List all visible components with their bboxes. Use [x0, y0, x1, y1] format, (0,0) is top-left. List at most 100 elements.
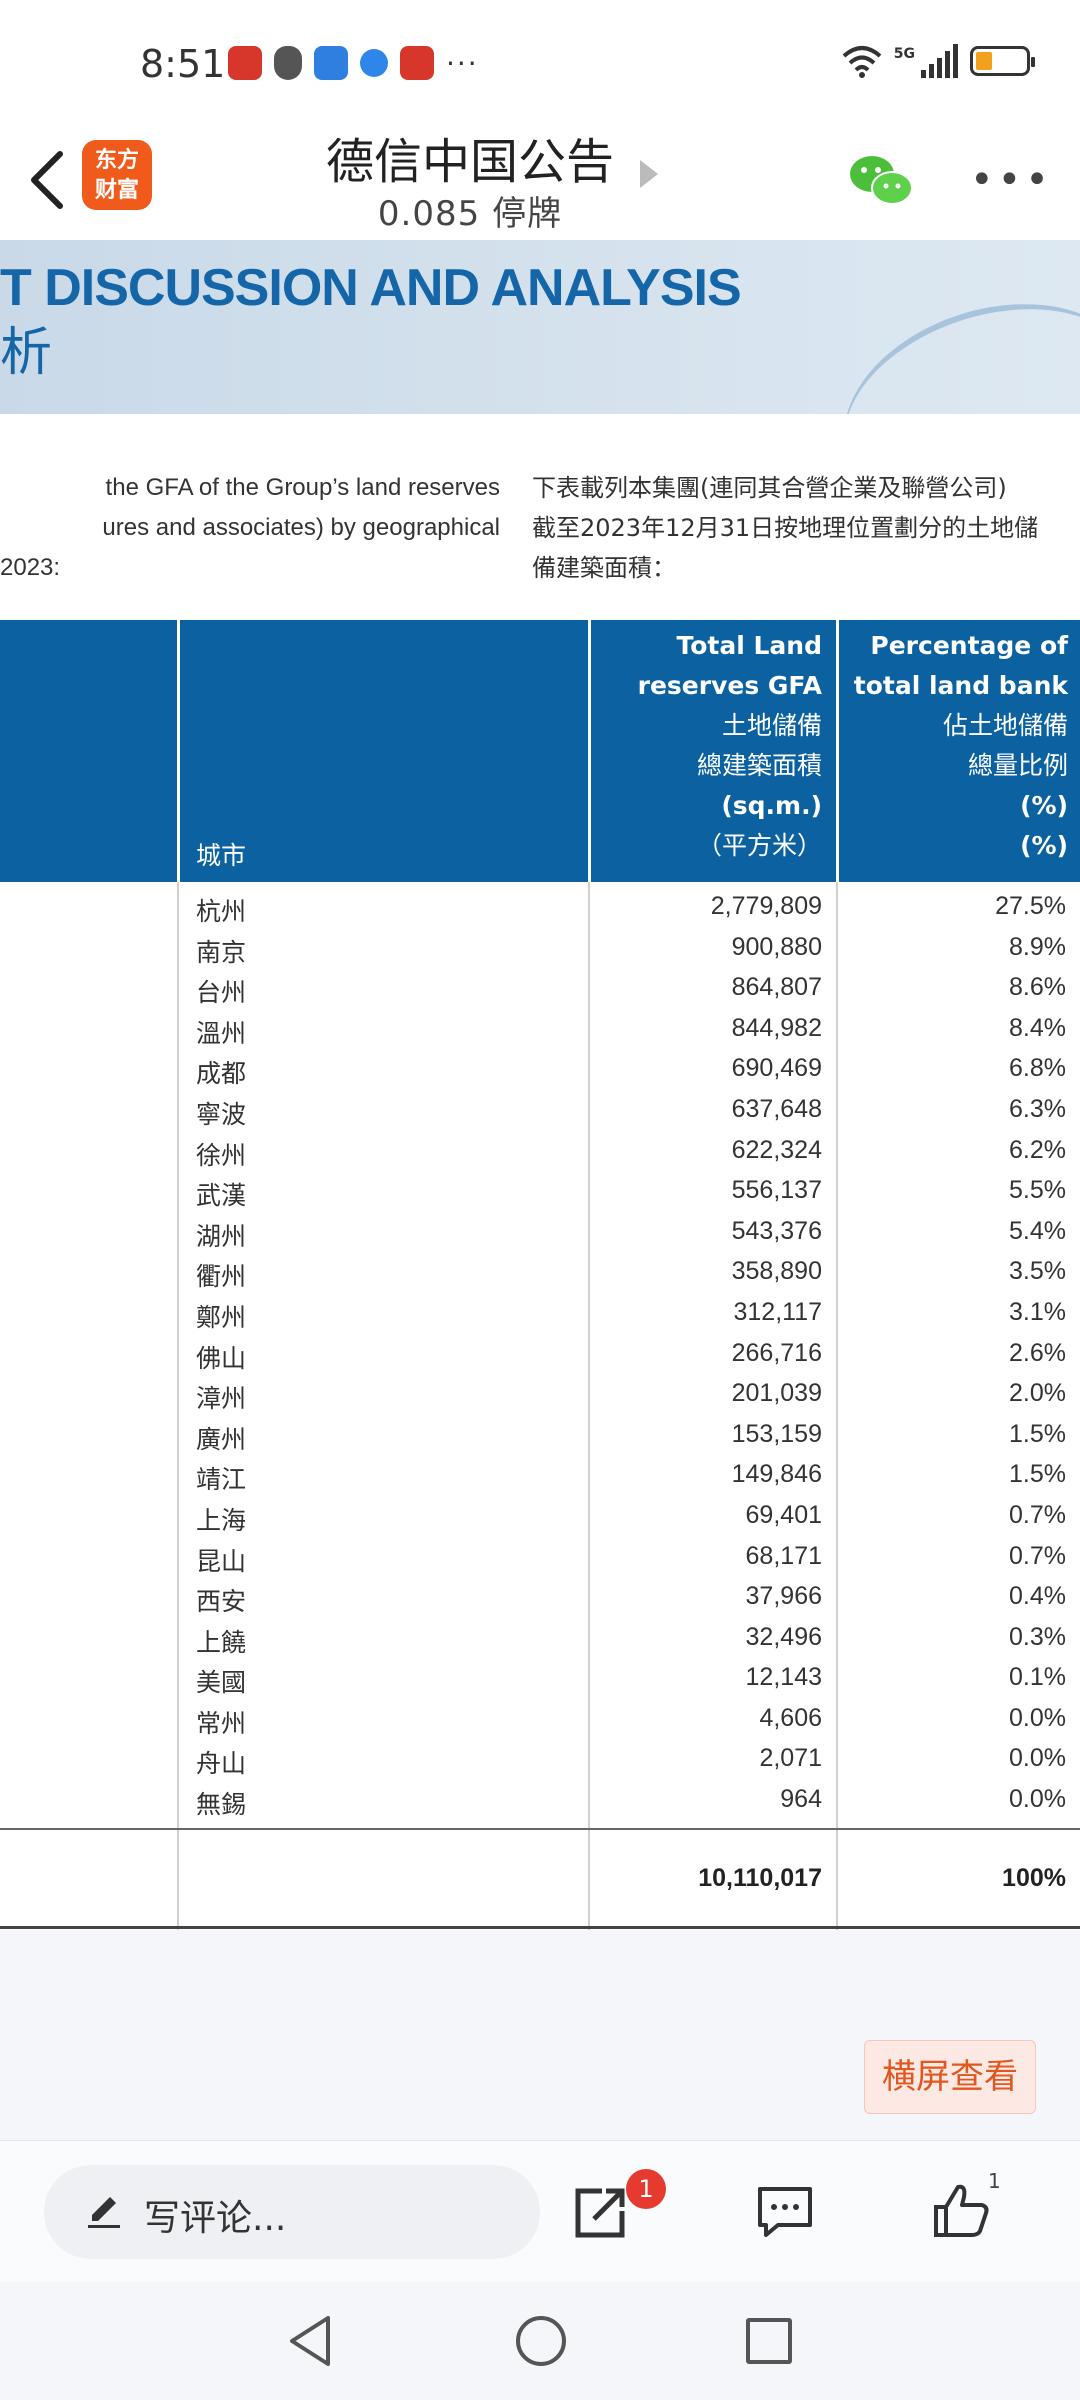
table-row: 鄭州 312,117 3.1%: [0, 1294, 1080, 1335]
row-percentage: 2.6%: [1009, 1338, 1066, 1367]
row-gfa: 543,376: [731, 1216, 822, 1245]
table-row: 武漢 556,137 5.5%: [0, 1172, 1080, 1213]
row-city: 南京: [196, 937, 247, 967]
row-gfa: 266,716: [731, 1338, 822, 1367]
table-row: 廣州 153,159 1.5%: [0, 1416, 1080, 1457]
header-divider: [836, 620, 839, 882]
table-row: 無錫 964 0.0%: [0, 1781, 1080, 1822]
table-bottom-border: [0, 1926, 1080, 1929]
row-city: 上饒: [196, 1627, 247, 1657]
row-percentage: 0.0%: [1009, 1785, 1066, 1814]
row-gfa: 690,469: [731, 1054, 822, 1083]
table-row: 佛山 266,716 2.6%: [0, 1335, 1080, 1376]
system-icons: 5G: [842, 44, 1035, 78]
signal-icon: [921, 44, 958, 78]
row-percentage: 8.4%: [1009, 1013, 1066, 1042]
header-divider: [177, 620, 180, 882]
row-percentage: 0.4%: [1009, 1582, 1066, 1611]
banner-decoration: [816, 268, 1080, 414]
table-row: 徐州 622,324 6.2%: [0, 1132, 1080, 1173]
row-gfa: 622,324: [731, 1135, 822, 1164]
row-gfa: 312,117: [733, 1297, 822, 1326]
row-percentage: 0.7%: [1009, 1541, 1066, 1570]
row-gfa: 2,071: [759, 1744, 822, 1773]
column-divider: [177, 882, 179, 2140]
section-banner: T DISCUSSION AND ANALYSIS 析: [0, 240, 1080, 414]
row-city: 佛山: [196, 1343, 247, 1373]
row-city: 寧波: [196, 1099, 247, 1129]
comment-input[interactable]: 写评论...: [44, 2165, 540, 2259]
row-gfa: 964: [780, 1785, 822, 1814]
table-row: 衢州 358,890 3.5%: [0, 1253, 1080, 1294]
more-options-icon[interactable]: •••: [970, 157, 1053, 203]
header-percentage: Percentage of total land bank 佔土地儲備 總量比例…: [853, 631, 1068, 860]
row-percentage: 1.5%: [1009, 1419, 1066, 1448]
row-city: 台州: [196, 978, 247, 1008]
nav-back-icon[interactable]: [286, 2314, 334, 2368]
total-gfa: 10,110,017: [698, 1864, 822, 1892]
row-gfa: 637,648: [731, 1094, 822, 1123]
row-gfa: 358,890: [731, 1257, 822, 1286]
row-city: 杭州: [196, 897, 247, 926]
table-row: 西安 37,966 0.4%: [0, 1578, 1080, 1619]
browser-icon: [360, 49, 388, 77]
table-row: 溫州 844,982 8.4%: [0, 1010, 1080, 1051]
table-row: 上饒 32,496 0.3%: [0, 1619, 1080, 1660]
eastmoney-logo[interactable]: 东方 财富: [82, 140, 152, 210]
column-divider: [836, 882, 838, 2140]
nav-recents-icon[interactable]: [746, 2318, 792, 2364]
header-divider: [588, 620, 591, 882]
table-row: 成都 690,469 6.8%: [0, 1050, 1080, 1091]
app-notification-icon: [400, 46, 434, 80]
section-title-english: T DISCUSSION AND ANALYSIS: [0, 259, 742, 317]
back-arrow-icon[interactable]: [22, 148, 72, 212]
section-title-chinese: 析: [0, 323, 53, 383]
system-navigation-bar: [0, 2282, 1080, 2400]
row-city: 湖州: [196, 1221, 247, 1251]
intro-paragraph-english: the GFA of the Group’s land reserves ure…: [0, 474, 500, 581]
row-gfa: 844,982: [731, 1013, 822, 1042]
notification-icons: ···: [228, 46, 479, 80]
row-percentage: 3.1%: [1009, 1297, 1066, 1326]
row-city: 常州: [196, 1708, 247, 1738]
row-percentage: 0.1%: [1009, 1663, 1066, 1692]
row-city: 廣州: [196, 1424, 247, 1454]
row-city: 靖江: [196, 1465, 247, 1495]
title-expand-icon[interactable]: [640, 160, 658, 188]
row-percentage: 6.2%: [1009, 1135, 1066, 1164]
table-row: 南京 900,880 8.9%: [0, 929, 1080, 970]
row-gfa: 4,606: [759, 1703, 822, 1732]
wechat-share-icon[interactable]: [846, 150, 916, 210]
thumbs-up-icon[interactable]: [932, 2181, 992, 2241]
nav-home-icon[interactable]: [516, 2316, 566, 2366]
row-percentage: 0.3%: [1009, 1622, 1066, 1651]
landscape-view-button[interactable]: 横屏查看: [864, 2040, 1036, 2114]
row-city: 舟山: [196, 1749, 247, 1779]
row-city: 西安: [196, 1587, 247, 1617]
row-gfa: 32,496: [745, 1622, 822, 1651]
row-percentage: 27.5%: [995, 892, 1066, 920]
app-header: 东方 财富 德信中国公告 0.085 停牌 •••: [0, 120, 1080, 240]
network-type: 5G: [893, 46, 915, 62]
status-bar: 8:51 ··· 5G: [0, 0, 1080, 120]
more-notifications-icon: ···: [446, 46, 479, 80]
page-title[interactable]: 德信中国公告: [325, 134, 614, 190]
wifi-icon: [842, 46, 882, 78]
row-percentage: 2.0%: [1009, 1379, 1066, 1408]
table-row: 上海 69,401 0.7%: [0, 1497, 1080, 1538]
row-percentage: 0.7%: [1009, 1500, 1066, 1529]
row-gfa: 556,137: [731, 1176, 822, 1205]
announcement-document[interactable]: T DISCUSSION AND ANALYSIS 析 the GFA of t…: [0, 240, 1080, 2140]
row-city: 上海: [196, 1505, 247, 1535]
row-gfa: 864,807: [731, 973, 822, 1002]
row-percentage: 5.5%: [1009, 1176, 1066, 1205]
row-city: 鄭州: [196, 1302, 247, 1332]
table-divider: [0, 1828, 1080, 1830]
comments-icon[interactable]: [756, 2185, 814, 2239]
header-city: 城市: [196, 841, 247, 870]
row-gfa: 12,143: [745, 1663, 822, 1692]
share-icon[interactable]: [572, 2185, 628, 2241]
row-percentage: 0.0%: [1009, 1703, 1066, 1732]
row-city: 昆山: [196, 1546, 247, 1576]
row-city: 武漢: [196, 1181, 247, 1211]
